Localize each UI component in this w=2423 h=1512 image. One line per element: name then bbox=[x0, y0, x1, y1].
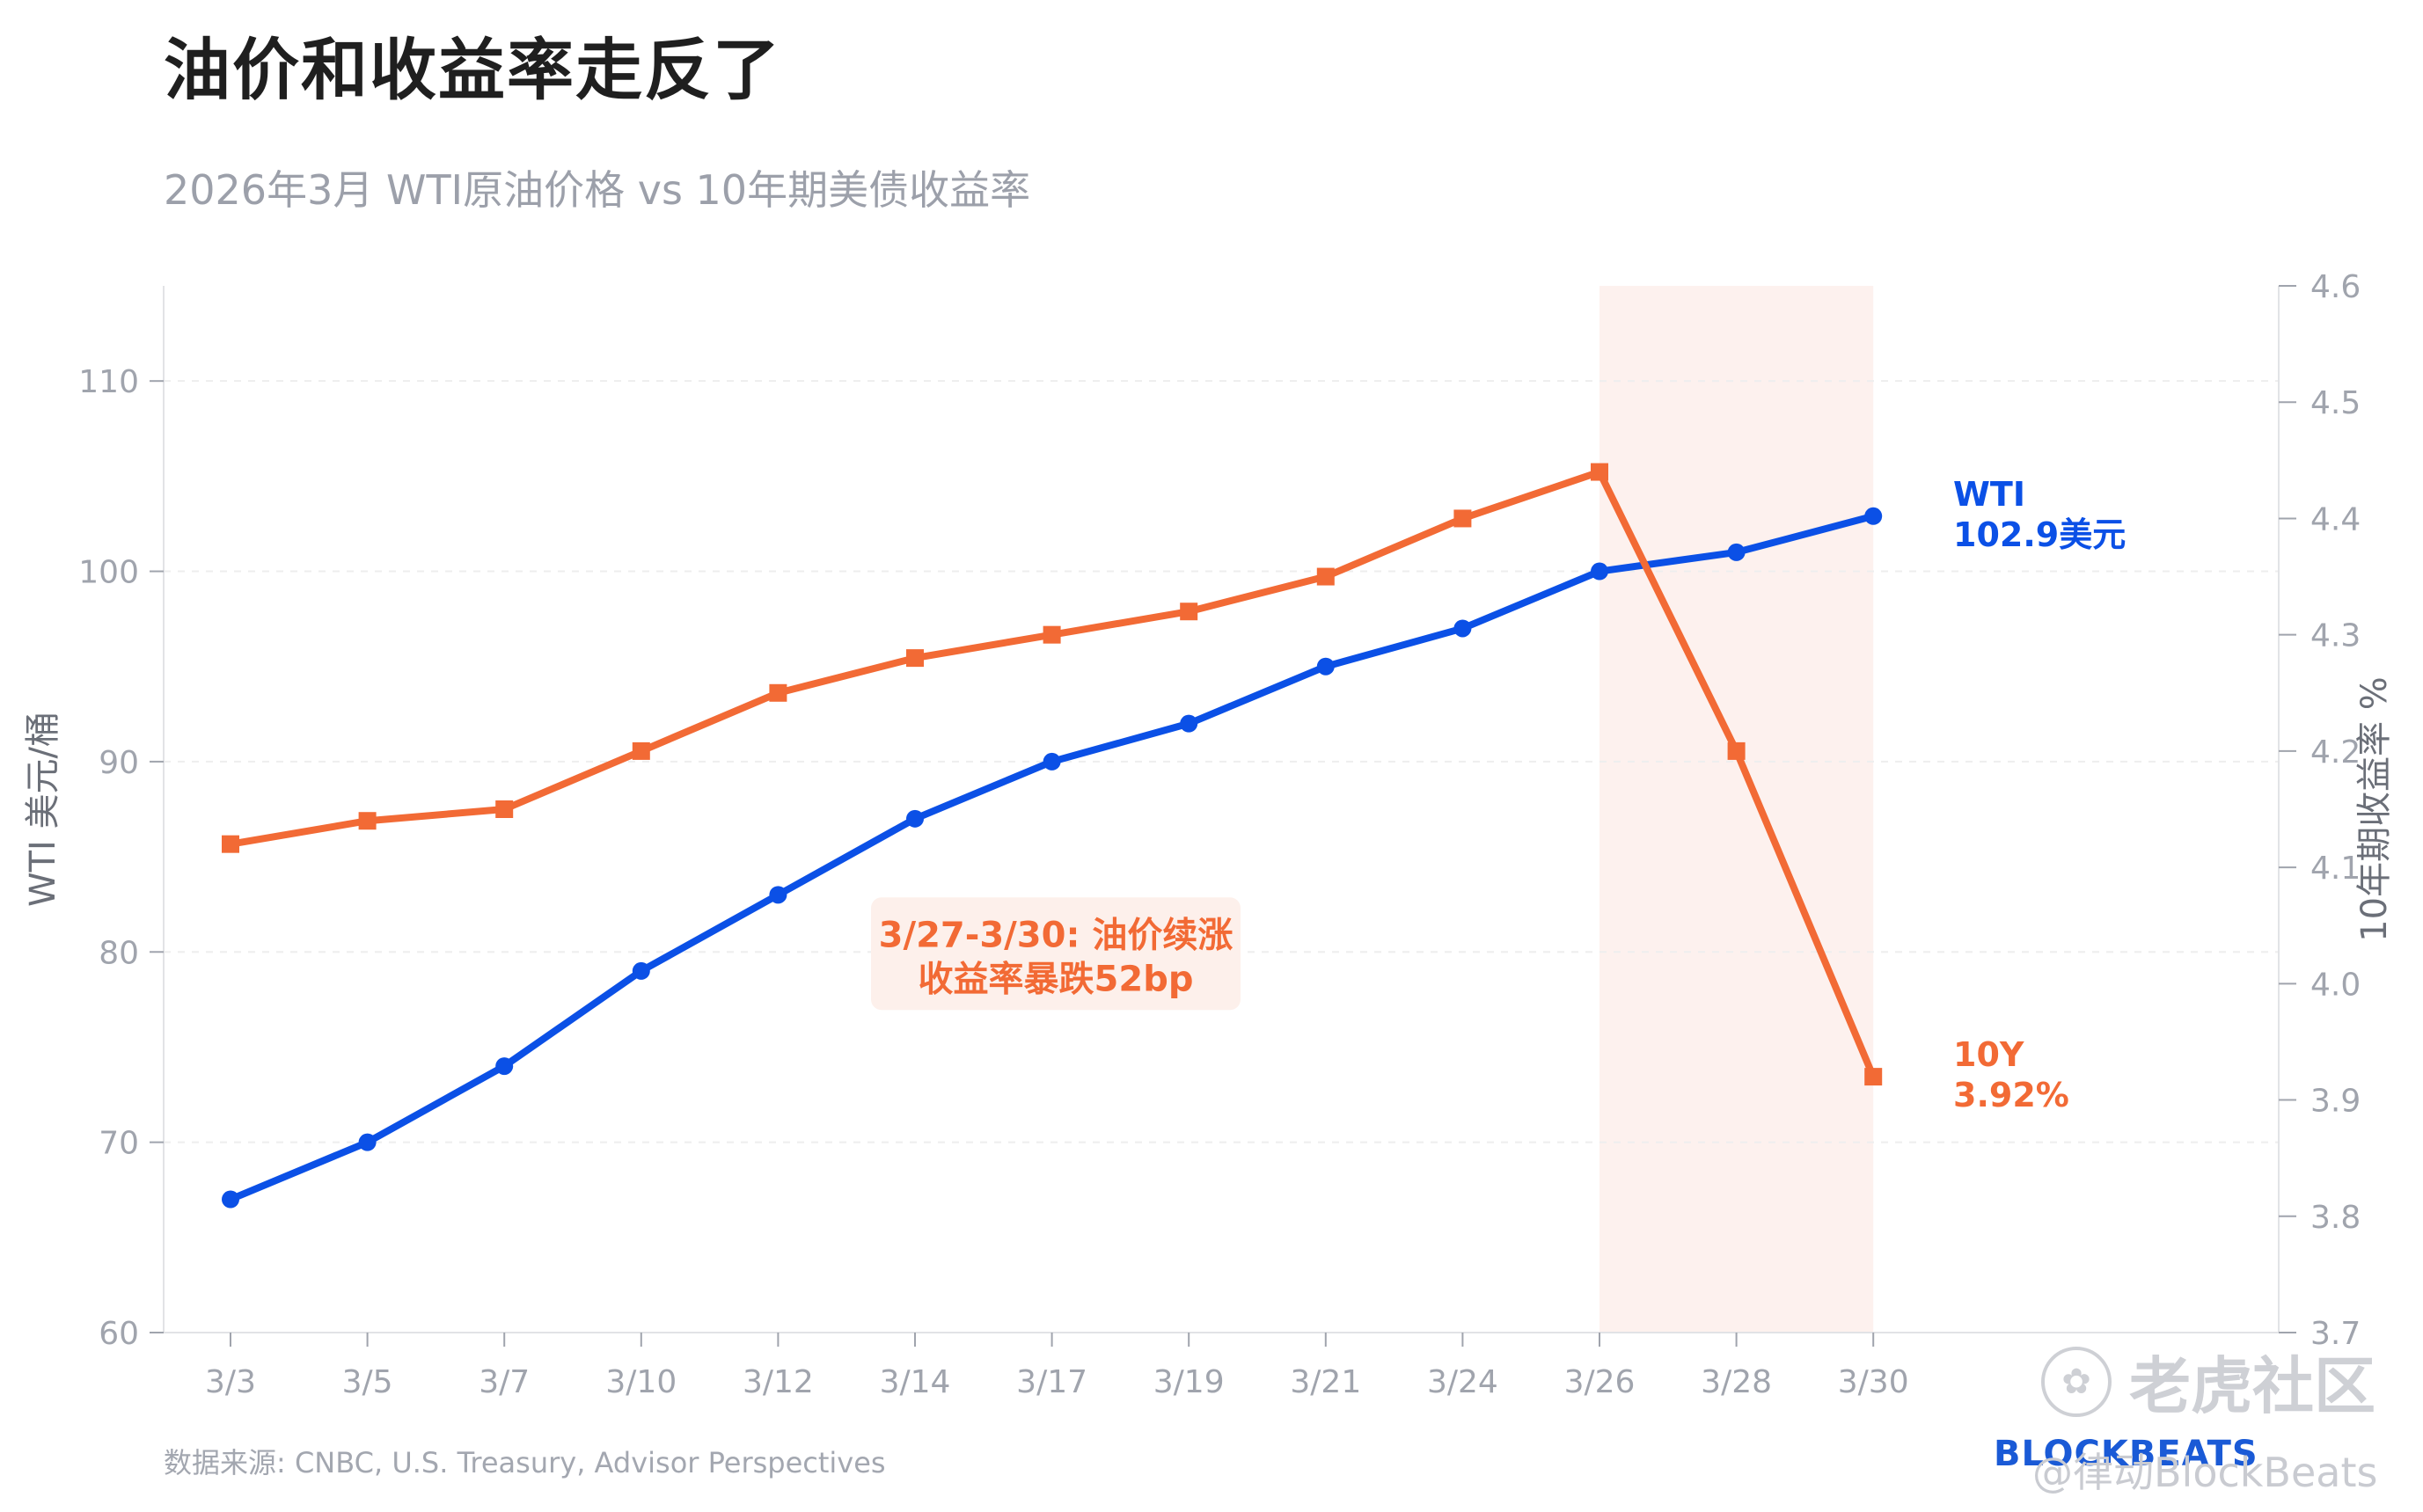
right-tick-label: 3.9 bbox=[2310, 1084, 2361, 1120]
annotation-line-2: 收益率暴跌52bp bbox=[919, 959, 1194, 999]
x-tick-label: 3/19 bbox=[1153, 1364, 1225, 1400]
x-tick-label: 3/7 bbox=[479, 1364, 530, 1400]
point-10y bbox=[1453, 509, 1472, 528]
x-tick-label: 3/12 bbox=[743, 1364, 814, 1400]
point-10y bbox=[1316, 567, 1335, 586]
point-wti bbox=[906, 809, 924, 828]
point-10y bbox=[1864, 1068, 1883, 1086]
x-tick-label: 3/24 bbox=[1427, 1364, 1498, 1400]
watermark: ✿ 老虎社区 bbox=[2041, 1337, 2375, 1426]
right-tick-label: 4.6 bbox=[2310, 269, 2361, 305]
x-tick-label: 3/5 bbox=[342, 1364, 393, 1400]
watermark-handle: @律动BlockBeats bbox=[2032, 1449, 2378, 1496]
right-tick-label: 3.7 bbox=[2310, 1316, 2361, 1352]
left-tick-label: 90 bbox=[99, 745, 139, 781]
point-10y bbox=[1727, 741, 1746, 760]
annotation-box bbox=[871, 897, 1241, 1011]
x-tick-label: 3/17 bbox=[1016, 1364, 1087, 1400]
point-10y bbox=[358, 812, 377, 830]
x-tick-label: 3/14 bbox=[880, 1364, 951, 1400]
data-source-note: 数据来源: CNBC, U.S. Treasury, Advisor Persp… bbox=[164, 1446, 886, 1479]
right-tick-label: 4.3 bbox=[2310, 618, 2361, 654]
right-tick-label: 3.8 bbox=[2310, 1200, 2361, 1236]
point-10y bbox=[1180, 603, 1198, 621]
right-tick-label: 4.0 bbox=[2310, 967, 2361, 1003]
right-tick-label: 4.2 bbox=[2310, 734, 2361, 771]
tiger-logo-icon: ✿ bbox=[2041, 1346, 2112, 1417]
point-10y bbox=[632, 741, 650, 760]
x-tick-label: 3/3 bbox=[205, 1364, 256, 1400]
right-tick-label: 4.1 bbox=[2310, 851, 2361, 887]
x-tick-label: 3/10 bbox=[605, 1364, 677, 1400]
point-10y bbox=[495, 800, 514, 818]
watermark-text: 老虎社区 bbox=[2129, 1350, 2375, 1422]
point-wti bbox=[1727, 543, 1746, 561]
end-label-name-wti: WTI bbox=[1953, 475, 2025, 514]
end-label-value-10y: 3.92% bbox=[1953, 1076, 2069, 1114]
point-wti bbox=[769, 886, 787, 904]
left-tick-label: 80 bbox=[99, 935, 139, 971]
left-tick-label: 60 bbox=[99, 1316, 139, 1352]
point-wti bbox=[1316, 657, 1335, 676]
point-wti bbox=[358, 1133, 377, 1151]
x-tick-label: 3/21 bbox=[1290, 1364, 1361, 1400]
end-label-name-10y: 10Y bbox=[1953, 1035, 2024, 1074]
brand-logo: BLOCKBEATS bbox=[1994, 1434, 2258, 1474]
annotation-line-1: 3/27-3/30: 油价续涨 bbox=[879, 915, 1233, 955]
point-wti bbox=[1591, 562, 1608, 581]
point-wti bbox=[495, 1057, 514, 1076]
point-wti bbox=[632, 961, 650, 980]
left-tick-label: 100 bbox=[78, 555, 139, 591]
right-tick-label: 4.4 bbox=[2310, 501, 2361, 537]
point-10y bbox=[1043, 625, 1061, 644]
point-wti bbox=[1043, 752, 1061, 771]
point-wti bbox=[222, 1190, 239, 1209]
point-10y bbox=[1591, 463, 1608, 481]
x-tick-label: 3/30 bbox=[1838, 1364, 1909, 1400]
left-axis-label: WTI 美元/桶 bbox=[23, 712, 63, 907]
left-tick-label: 70 bbox=[99, 1126, 139, 1162]
chart-subtitle: 2026年3月 WTI原油价格 vs 10年期美债收益率 bbox=[164, 166, 1031, 214]
x-tick-label: 3/26 bbox=[1564, 1364, 1636, 1400]
highlight-band bbox=[1599, 286, 1874, 1333]
point-wti bbox=[1453, 619, 1472, 638]
right-axis-label: 10年期收益率 % bbox=[2354, 676, 2395, 942]
end-label-value-wti: 102.9美元 bbox=[1953, 515, 2126, 554]
right-tick-label: 4.5 bbox=[2310, 385, 2361, 421]
point-wti bbox=[1864, 507, 1883, 525]
point-10y bbox=[906, 649, 924, 668]
point-wti bbox=[1180, 714, 1198, 733]
x-tick-label: 3/28 bbox=[1701, 1364, 1772, 1400]
point-10y bbox=[769, 683, 787, 702]
left-tick-label: 110 bbox=[78, 364, 139, 400]
chart-title: 油价和收益率走反了 bbox=[164, 31, 781, 109]
point-10y bbox=[222, 835, 239, 853]
